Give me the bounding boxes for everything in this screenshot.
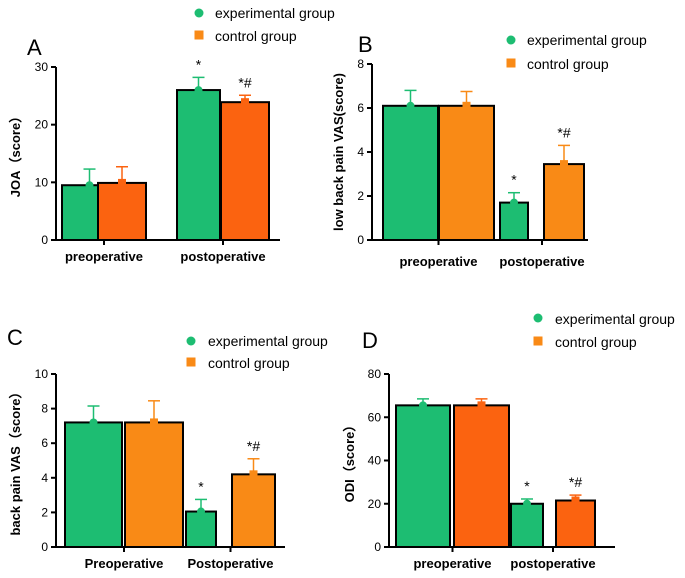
bar-experimental-1 (185, 510, 217, 549)
mean-marker (194, 86, 203, 95)
mean-marker (560, 160, 568, 169)
significance-label: *# (557, 124, 570, 140)
y-tick-label: 30 (35, 60, 49, 74)
bar-experimental-1 (510, 502, 544, 548)
legend-marker-experimental (186, 336, 196, 346)
panel-letter: B (358, 32, 373, 57)
mean-marker (249, 470, 258, 479)
bar-experimental-1 (176, 89, 221, 241)
y-tick-label: 8 (41, 402, 48, 416)
mean-marker (85, 181, 94, 190)
bar-control-1 (543, 163, 585, 242)
mean-marker (510, 198, 518, 207)
mean-marker (89, 418, 98, 427)
y-tick-label: 8 (357, 57, 364, 71)
category-label: postoperative (180, 249, 265, 264)
category-label: Preoperative (85, 556, 164, 571)
y-tick-label: 6 (41, 436, 48, 450)
y-tick-label: 6 (357, 101, 364, 115)
legend-marker-control (186, 357, 196, 367)
legend-marker-experimental (194, 8, 204, 18)
legend-label: control group (215, 28, 297, 44)
mean-marker (241, 98, 249, 107)
significance-label: * (196, 56, 202, 72)
chart-panel-c: C * *# 0 2 4 6 8 10 Preoperative Postoperative back… (7, 325, 328, 571)
mean-marker (571, 496, 580, 505)
bar-control-0 (453, 404, 510, 549)
legend-label: experimental group (527, 32, 647, 48)
y-axis-label: ODI（score） (342, 419, 357, 503)
y-axis-label: back pain VAS（score） (8, 385, 23, 535)
y-tick-label: 4 (41, 471, 48, 485)
legend-label: experimental group (555, 311, 675, 327)
y-tick-label: 20 (368, 497, 382, 511)
bar-control-1 (220, 101, 270, 241)
significance-label: *# (238, 74, 251, 90)
legend-label: control group (555, 334, 637, 350)
y-tick-label: 2 (41, 505, 48, 519)
mean-marker (150, 418, 158, 427)
bar-control-0 (438, 104, 495, 241)
y-tick-label: 0 (41, 233, 48, 247)
y-tick-label: 80 (368, 367, 382, 381)
bar-experimental-0 (382, 104, 439, 241)
legend-marker-experimental (506, 35, 516, 45)
y-tick-label: 40 (368, 454, 382, 468)
y-tick-label: 10 (35, 367, 49, 381)
mean-marker (523, 499, 531, 508)
category-label: preoperative (413, 556, 491, 571)
significance-label: * (198, 478, 204, 494)
chart-panel-d: D * *# 0 20 40 60 80 preoperative postoperative OD… (342, 311, 675, 571)
mean-marker (419, 401, 427, 410)
y-tick-label: 4 (357, 145, 364, 159)
bar-experimental-0 (395, 404, 451, 549)
chart-panel-b: B * *# 0 2 4 6 8 preoperative postoperative low ba… (331, 32, 647, 269)
significance-label: * (511, 172, 517, 188)
panel-letter: A (27, 35, 42, 60)
bar-experimental-1 (499, 201, 529, 242)
chart-panel-a: A * *# 0 10 20 30 preoperative postoperative JOA（… (8, 5, 335, 264)
legend-label: experimental group (215, 5, 335, 21)
y-tick-label: 20 (35, 118, 49, 132)
mean-marker (197, 507, 205, 516)
y-axis-label: JOA（score） (8, 110, 23, 197)
legend-marker-control (533, 336, 543, 346)
bar-experimental-0 (64, 421, 123, 548)
y-tick-label: 2 (357, 189, 364, 203)
y-tick-label: 0 (374, 540, 381, 554)
category-label: postoperative (499, 254, 584, 269)
y-tick-label: 10 (35, 175, 49, 189)
bar-control-0 (124, 421, 184, 548)
legend-marker-control (194, 30, 204, 40)
legend-marker-experimental (533, 313, 543, 323)
legend-label: control group (208, 355, 290, 371)
mean-marker (118, 178, 126, 187)
y-axis-label: low back pain VAS(score) (331, 73, 346, 231)
significance-label: *# (247, 438, 260, 454)
bar-control-0 (97, 181, 147, 242)
bar-control-1 (555, 499, 596, 549)
y-tick-label: 60 (368, 410, 382, 424)
legend-marker-control (506, 58, 516, 68)
mean-marker (462, 101, 471, 110)
category-label: postoperative (510, 556, 595, 571)
y-tick-label: 0 (41, 540, 48, 554)
category-label: Postoperative (188, 556, 274, 571)
bar-control-1 (231, 473, 276, 548)
panel-letter: C (7, 325, 23, 350)
y-tick-label: 0 (357, 233, 364, 247)
category-label: preoperative (65, 249, 143, 264)
legend-label: experimental group (208, 333, 328, 349)
mean-marker (477, 401, 486, 410)
panel-letter: D (362, 328, 378, 353)
category-label: preoperative (399, 254, 477, 269)
mean-marker (406, 101, 415, 110)
significance-label: * (524, 478, 530, 494)
significance-label: *# (569, 474, 582, 490)
legend-label: control group (527, 56, 609, 72)
